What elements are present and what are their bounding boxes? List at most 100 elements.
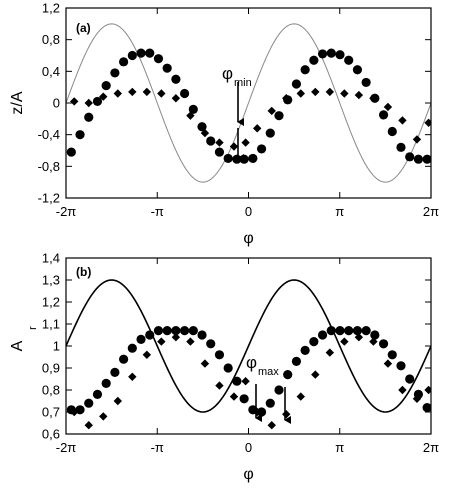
plot-frame <box>65 257 432 435</box>
diamond-point <box>241 377 250 386</box>
x-tick-label: -2π <box>56 204 77 219</box>
x-axis-title: φ <box>243 230 253 247</box>
diamond-point <box>282 410 291 419</box>
series-line <box>66 23 431 183</box>
diamond-point <box>128 372 137 381</box>
circle-point <box>317 330 328 340</box>
diamond-point <box>200 359 210 368</box>
circle-point <box>361 77 371 88</box>
circle-point <box>396 361 406 371</box>
circle-point <box>214 147 225 157</box>
diamond-point <box>157 89 166 98</box>
x-tick-label: π <box>335 440 344 455</box>
x-tick-label: 0 <box>245 204 252 219</box>
diamond-point <box>282 94 291 103</box>
circle-point <box>256 144 267 154</box>
diamond-point <box>311 87 320 97</box>
circle-point <box>396 142 406 152</box>
diamond-point <box>267 421 276 430</box>
y-tick-label: -1,2 <box>38 191 60 206</box>
circle-point <box>405 374 415 384</box>
circle-point <box>326 48 336 58</box>
diamond-point <box>200 128 210 138</box>
diamond-point <box>113 89 122 98</box>
circle-point <box>206 136 216 146</box>
diamond-point <box>229 392 239 401</box>
series-line <box>66 279 431 413</box>
circle-point <box>300 345 310 355</box>
circle-point <box>317 49 328 59</box>
diamond-point <box>340 89 349 98</box>
y-tick-label: -0,4 <box>38 127 60 142</box>
plot-area <box>66 23 431 183</box>
x-tick-label: 2π <box>423 440 439 455</box>
circle-point <box>119 57 129 67</box>
circle-point <box>101 80 111 91</box>
diamond-point <box>186 111 195 120</box>
diamond-point <box>311 370 320 379</box>
circle-point <box>309 337 319 347</box>
circle-point <box>274 111 284 121</box>
diamond-point <box>354 90 364 100</box>
annotation-symbol: φ <box>222 64 233 83</box>
diamond-point <box>128 87 137 97</box>
diamond-point <box>84 421 93 430</box>
circle-point <box>387 350 397 360</box>
y-tick-label: 0,8 <box>42 383 60 398</box>
x-tick-label: -π <box>151 204 164 219</box>
circle-point <box>162 326 172 336</box>
phi-annotation: φ min <box>222 64 252 162</box>
circle-point <box>344 326 354 336</box>
circle-point <box>265 128 275 138</box>
diamond-point <box>296 392 305 401</box>
diamond-point <box>99 92 108 101</box>
y-tick-label: -0,8 <box>38 159 60 174</box>
circle-point <box>239 154 249 164</box>
y-tick-label: 0,7 <box>42 405 60 420</box>
x-axis-title: φ <box>243 466 253 483</box>
x-tick-label: π <box>335 204 344 219</box>
panel-label: (b) <box>76 265 91 279</box>
plot-area <box>66 279 431 430</box>
circle-point <box>84 398 94 408</box>
x-tick-label: -π <box>151 440 164 455</box>
x-tick-label: -2π <box>56 440 77 455</box>
circle-point <box>206 339 216 349</box>
circle-point <box>145 48 155 58</box>
annotation-subscript: max <box>258 366 279 378</box>
diamond-point <box>267 106 276 116</box>
circle-point <box>171 74 181 84</box>
y-tick-label: 0,8 <box>42 32 60 47</box>
y-tick-label: 0,4 <box>42 64 60 79</box>
circle-point <box>413 154 424 164</box>
circle-point <box>214 350 225 360</box>
circle-point <box>361 326 371 336</box>
circle-point <box>223 153 233 164</box>
diamond-point <box>325 87 335 97</box>
diamond-point <box>369 337 378 346</box>
x-tick-label: 0 <box>245 440 252 455</box>
y-tick-label: 0,9 <box>42 361 60 376</box>
circle-point <box>136 334 146 344</box>
diamond-point <box>412 135 422 144</box>
y-axis-title: z/A <box>9 91 26 114</box>
circle-point <box>92 389 103 399</box>
y-axis-title-sub: r <box>27 326 39 330</box>
circle-point <box>291 356 302 366</box>
circle-point <box>110 367 120 377</box>
diamond-point <box>383 102 393 112</box>
diamond-point <box>157 337 166 346</box>
diamond-point <box>171 94 181 103</box>
circle-point <box>153 54 164 64</box>
diamond-point <box>142 87 152 97</box>
circle-point <box>145 330 155 340</box>
y-axis-title: A <box>9 340 26 351</box>
diamond-point <box>113 396 122 406</box>
circle-point <box>188 326 198 336</box>
circle-point <box>422 403 431 413</box>
circle-point <box>179 88 190 99</box>
y-tick-label: 0 <box>53 96 60 111</box>
circle-point <box>101 378 111 388</box>
circle-point <box>239 394 249 404</box>
